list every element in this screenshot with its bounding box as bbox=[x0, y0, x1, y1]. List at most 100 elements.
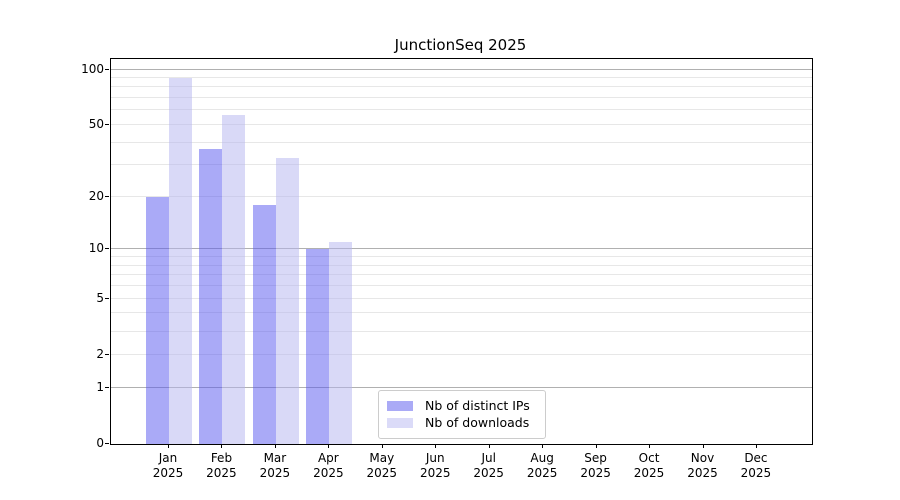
x-tick-month: Apr bbox=[317, 451, 339, 465]
x-tick-label: Oct 2025 bbox=[619, 451, 679, 481]
gridline-minor bbox=[111, 86, 812, 88]
gridline-minor bbox=[111, 353, 812, 355]
x-tick-month: Feb bbox=[210, 451, 233, 465]
x-tick-month: Jan bbox=[158, 451, 178, 465]
gridline-minor bbox=[111, 256, 812, 258]
x-tick-label: Dec 2025 bbox=[726, 451, 786, 481]
y-tick-label: 100 bbox=[81, 61, 104, 76]
gridline-major bbox=[111, 386, 812, 388]
y-tick-mark bbox=[105, 195, 109, 197]
x-tick-label: Aug 2025 bbox=[512, 451, 572, 481]
gridline-minor bbox=[111, 264, 812, 266]
x-tick-year: 2025 bbox=[313, 466, 344, 480]
chart-title: JunctionSeq 2025 bbox=[394, 36, 527, 54]
x-tick-mark bbox=[221, 444, 223, 448]
y-tick-mark bbox=[105, 443, 109, 444]
x-tick-year: 2025 bbox=[259, 466, 291, 480]
gridline-minor bbox=[111, 312, 812, 314]
x-tick-year: 2025 bbox=[740, 466, 772, 480]
gridline-major bbox=[111, 68, 812, 70]
gridline-minor bbox=[111, 123, 812, 125]
x-tick-month: Jun bbox=[425, 451, 445, 465]
x-tick-mark bbox=[328, 444, 330, 448]
gridline-minor bbox=[111, 109, 812, 111]
bar-downloads bbox=[169, 78, 192, 444]
bar-distinct-ips bbox=[146, 197, 169, 444]
y-tick-label: 20 bbox=[88, 188, 104, 203]
x-tick-label: Apr 2025 bbox=[298, 451, 358, 481]
x-tick-month: Mar bbox=[263, 451, 287, 465]
y-tick-mark bbox=[105, 297, 109, 299]
y-tick-label: 0 bbox=[96, 436, 104, 450]
x-tick-label: Sep 2025 bbox=[566, 451, 626, 481]
x-tick-label: Jun 2025 bbox=[405, 451, 465, 481]
gridline-minor bbox=[111, 274, 812, 276]
bar-downloads bbox=[329, 242, 353, 444]
gridline-minor bbox=[111, 141, 812, 143]
gridline-minor bbox=[111, 97, 812, 99]
x-tick-mark bbox=[649, 444, 651, 448]
legend-item-downloads: Nb of downloads bbox=[387, 414, 537, 431]
x-tick-year: 2025 bbox=[152, 466, 184, 480]
bar-downloads bbox=[222, 114, 246, 444]
x-tick-year: 2025 bbox=[580, 466, 611, 480]
gridline-minor bbox=[111, 77, 812, 78]
x-tick-year: 2025 bbox=[206, 466, 237, 480]
bar-distinct-ips bbox=[199, 148, 223, 444]
x-tick-mark bbox=[274, 444, 276, 448]
x-tick-label: Jan 2025 bbox=[138, 451, 198, 481]
bar-distinct-ips bbox=[306, 249, 330, 444]
gridline-minor bbox=[111, 297, 812, 299]
x-tick-year: 2025 bbox=[419, 466, 451, 480]
x-tick-year: 2025 bbox=[526, 466, 558, 480]
y-tick-label: 5 bbox=[96, 290, 104, 305]
x-tick-month: Jul bbox=[481, 451, 496, 465]
y-tick-mark bbox=[105, 248, 109, 250]
x-tick-year: 2025 bbox=[687, 466, 718, 480]
x-tick-label: Jul 2025 bbox=[459, 451, 519, 481]
x-tick-mark bbox=[435, 444, 437, 448]
x-tick-mark bbox=[168, 444, 169, 448]
x-tick-mark bbox=[755, 444, 757, 448]
y-tick-mark bbox=[105, 386, 109, 388]
legend-item-distinct-ips: Nb of distinct IPs bbox=[387, 397, 537, 414]
y-tick-label: 10 bbox=[88, 241, 104, 256]
downloads-swatch bbox=[387, 417, 413, 428]
x-tick-month: Sep bbox=[584, 451, 607, 465]
gridline-minor bbox=[111, 195, 812, 197]
y-tick-mark bbox=[105, 68, 109, 70]
x-tick-month: May bbox=[369, 451, 395, 465]
gridline-major bbox=[111, 248, 812, 250]
x-tick-label: May 2025 bbox=[352, 451, 412, 481]
x-tick-month: Dec bbox=[744, 451, 768, 465]
gridline-minor bbox=[111, 330, 812, 332]
x-tick-mark bbox=[381, 444, 383, 448]
y-tick-mark bbox=[105, 353, 109, 355]
x-tick-month: Aug bbox=[530, 451, 554, 465]
gridline-minor bbox=[111, 285, 812, 287]
x-tick-month: Oct bbox=[638, 451, 660, 465]
x-tick-year: 2025 bbox=[473, 466, 504, 480]
bar-downloads bbox=[275, 157, 299, 444]
x-tick-mark bbox=[542, 444, 544, 448]
x-tick-mark bbox=[595, 444, 597, 448]
gridline-minor bbox=[111, 164, 812, 166]
legend: Nb of distinct IPs Nb of downloads bbox=[378, 390, 546, 439]
x-tick-year: 2025 bbox=[366, 466, 398, 480]
legend-label-downloads: Nb of downloads bbox=[425, 415, 530, 430]
x-tick-label: Feb 2025 bbox=[191, 451, 251, 481]
y-tick-label: 2 bbox=[96, 346, 104, 361]
x-tick-month: Nov bbox=[690, 451, 715, 465]
distinct-ips-swatch bbox=[387, 400, 413, 411]
y-tick-label: 1 bbox=[96, 379, 104, 394]
legend-label-distinct-ips: Nb of distinct IPs bbox=[425, 398, 530, 413]
y-tick-label: 50 bbox=[88, 116, 104, 131]
x-tick-label: Mar 2025 bbox=[245, 451, 305, 481]
x-tick-label: Nov 2025 bbox=[673, 451, 733, 481]
x-tick-year: 2025 bbox=[633, 466, 665, 480]
y-tick-mark bbox=[105, 123, 109, 125]
x-tick-mark bbox=[702, 444, 704, 448]
x-tick-mark bbox=[488, 444, 490, 448]
bar-distinct-ips bbox=[252, 205, 276, 444]
